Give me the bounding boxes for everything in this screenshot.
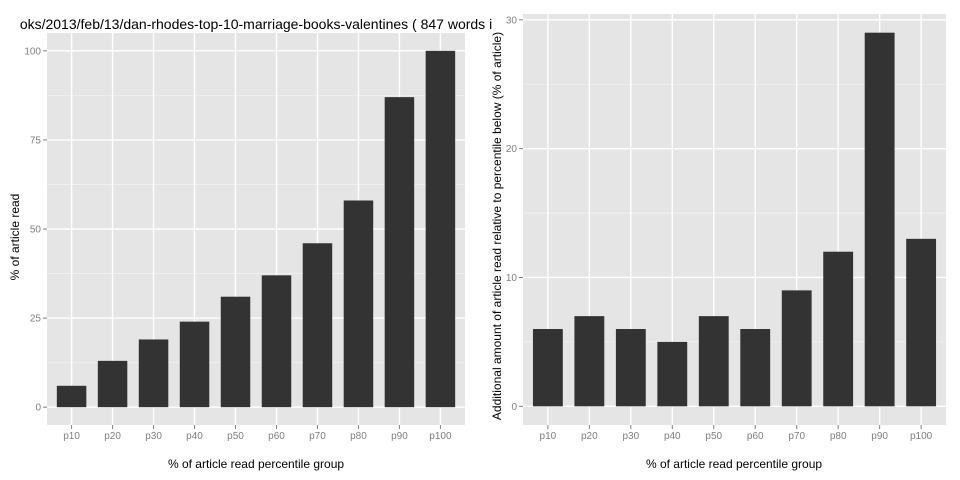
right-x-tick-label: p20 — [581, 431, 598, 442]
left-y-tick-label: 0 — [35, 403, 41, 414]
right-x-tick-label: p70 — [788, 431, 805, 442]
right-x-axis-title: % of article read percentile group — [646, 457, 822, 471]
left-x-tick-label: p70 — [309, 431, 326, 442]
right-x-tick-label: p80 — [830, 431, 847, 442]
left-x-axis-title: % of article read percentile group — [168, 457, 344, 471]
left-y-tick-labels: 0 25 50 75 100 — [24, 46, 47, 414]
right-y-tick-label: 20 — [506, 144, 518, 155]
bar-left-p70 — [302, 243, 333, 408]
bar-right-p50 — [698, 316, 729, 407]
bar-right-p40 — [657, 341, 688, 407]
left-x-tick-label: p50 — [227, 431, 244, 442]
left-y-tick-label: 25 — [30, 314, 42, 325]
bar-right-p90 — [864, 32, 895, 407]
left-x-tick-label: p10 — [63, 431, 80, 442]
bar-left-p60 — [261, 275, 292, 408]
left-x-tick-label: p100 — [429, 431, 452, 442]
left-y-tick-label: 100 — [24, 46, 41, 57]
right-x-tick-label: p10 — [540, 431, 557, 442]
left-x-tick-label: p90 — [391, 431, 408, 442]
right-bars — [532, 32, 937, 407]
left-x-tick-label: p20 — [104, 431, 121, 442]
left-y-tick-label: 50 — [30, 225, 42, 236]
bar-right-p70 — [781, 290, 812, 407]
left-x-tick-label: p80 — [350, 431, 367, 442]
left-chart-title: oks/2013/feb/13/dan-rhodes-top-10-marria… — [20, 16, 492, 32]
bar-left-p30 — [138, 339, 169, 408]
left-x-tick-label: p40 — [186, 431, 203, 442]
right-y-tick-labels: 0 10 20 30 — [506, 15, 523, 413]
bar-right-p20 — [574, 316, 605, 407]
left-x-tick-labels: p10 p20 p30 p40 p50 p60 p70 p80 p90 p100 — [63, 425, 452, 442]
right-x-tick-label: p30 — [622, 431, 639, 442]
bar-left-p50 — [220, 296, 251, 408]
bar-left-p20 — [97, 360, 128, 408]
left-x-tick-label: p60 — [268, 431, 285, 442]
bar-left-p90 — [384, 97, 415, 408]
bar-left-p10 — [56, 385, 87, 408]
bar-left-p40 — [179, 321, 210, 408]
right-y-tick-label: 30 — [506, 15, 518, 26]
right-x-tick-label: p100 — [910, 431, 933, 442]
right-y-tick-label: 0 — [511, 402, 517, 413]
right-y-tick-label: 10 — [506, 273, 518, 284]
bar-right-p30 — [615, 329, 646, 407]
bar-left-p80 — [343, 200, 374, 408]
right-x-tick-label: p50 — [705, 431, 722, 442]
left-y-tick-label: 75 — [30, 135, 42, 146]
right-x-tick-label: p40 — [664, 431, 681, 442]
right-y-axis-title: Additional amount of article read relati… — [490, 32, 504, 420]
left-x-tick-label: p30 — [145, 431, 162, 442]
bar-left-p100 — [425, 50, 456, 408]
right-x-tick-label: p90 — [871, 431, 888, 442]
bar-right-p80 — [823, 251, 854, 407]
left-y-axis-title: % of article read — [8, 194, 22, 281]
bar-right-p100 — [906, 238, 937, 407]
right-x-tick-label: p60 — [747, 431, 764, 442]
bar-right-p60 — [740, 329, 771, 407]
bar-right-p10 — [532, 329, 563, 407]
right-x-tick-labels: p10 p20 p30 p40 p50 p60 p70 p80 p90 p100 — [540, 425, 933, 442]
left-bars — [56, 50, 456, 408]
